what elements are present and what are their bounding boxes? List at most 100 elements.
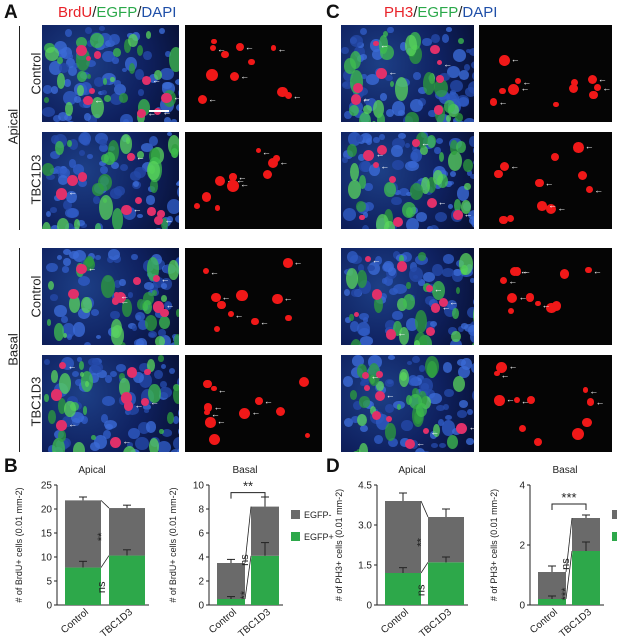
nucleus-cell <box>413 72 421 80</box>
marker-positive-cell <box>214 205 221 211</box>
arrow-icon: ← <box>234 310 244 321</box>
nucleus-cell <box>154 310 165 319</box>
legend-swatch <box>612 532 617 541</box>
egfp-cell <box>42 221 52 229</box>
nucleus-cell <box>427 393 442 404</box>
egfp-cell <box>86 73 91 79</box>
egfp-cell <box>402 294 416 311</box>
nucleus-cell <box>149 282 159 293</box>
marker-positive-cell <box>515 77 522 84</box>
nucleus-cell <box>115 364 126 372</box>
x-category-label: Control <box>379 607 411 636</box>
egfp-cell <box>136 151 145 159</box>
egfp-cell <box>90 96 104 119</box>
egfp-cell <box>128 63 136 75</box>
egfp-cell <box>458 37 464 44</box>
nucleus-cell <box>145 421 157 433</box>
nucleus-cell <box>44 358 51 365</box>
marker-positive-cell <box>494 370 500 376</box>
nucleus-cell <box>126 404 140 415</box>
arrow-icon: ← <box>508 360 518 371</box>
nucleus-cell <box>66 58 75 68</box>
panel-letter-b: B <box>4 456 18 477</box>
nucleus-cell <box>86 59 97 67</box>
nucleus-cell <box>387 438 398 448</box>
nucleus-cell <box>409 267 423 283</box>
significance-bracket <box>551 503 587 510</box>
marker-positive-cell <box>110 436 122 448</box>
nucleus-cell <box>425 320 436 333</box>
marker-positive-cell <box>230 72 240 82</box>
nucleus-cell <box>134 344 147 345</box>
arrow-icon: ← <box>236 175 246 186</box>
nucleus-cell <box>131 253 139 261</box>
arrow-icon: ← <box>594 184 604 195</box>
nucleus-cell <box>385 319 396 331</box>
marker-positive-cell <box>211 292 221 303</box>
nucleus-cell <box>88 115 98 122</box>
marker-positive-cell <box>268 157 279 168</box>
nucleus-cell <box>107 248 121 260</box>
marker-positive-cell <box>513 396 520 403</box>
arrow-icon: ← <box>94 94 104 105</box>
micrograph-image: ←←←←← <box>341 25 474 122</box>
nucleus-cell <box>392 311 403 320</box>
nucleus-cell <box>94 434 108 449</box>
egfp-cell <box>382 30 388 38</box>
nucleus-cell <box>177 446 179 452</box>
nucleus-cell <box>128 428 140 440</box>
egfp-cell <box>148 147 161 164</box>
egfp-cell <box>401 201 416 219</box>
nucleus-cell <box>78 132 91 145</box>
nucleus-cell <box>467 325 474 336</box>
nucleus-cell <box>93 196 100 204</box>
egfp-cell <box>390 80 395 87</box>
egfp-cell <box>445 115 452 122</box>
y-tick-label: 4 <box>519 481 525 492</box>
marker-positive-cell <box>506 292 518 304</box>
nucleus-cell <box>391 137 405 150</box>
nucleus-cell <box>83 113 91 121</box>
nucleus-cell <box>407 374 419 387</box>
nucleus-cell <box>120 164 129 172</box>
nucleus-cell <box>127 292 133 298</box>
nucleus-cell <box>417 278 426 286</box>
egfp-cell <box>104 151 115 166</box>
nucleus-cell <box>154 369 163 380</box>
nucleus-cell <box>434 211 447 223</box>
arrow-icon: ← <box>597 74 607 85</box>
nucleus-cell <box>143 282 154 290</box>
nucleus-cell <box>342 156 348 164</box>
egfp-cell <box>426 134 437 148</box>
arrow-icon: ← <box>87 262 97 273</box>
nucleus-cell <box>342 208 356 222</box>
nucleus-cell <box>463 117 474 122</box>
egfp-cell <box>107 140 119 163</box>
nucleus-cell <box>379 133 385 140</box>
nucleus-cell <box>160 380 167 388</box>
significance-label: *** <box>560 587 572 601</box>
egfp-cell <box>345 267 359 290</box>
arrow-icon: ← <box>134 399 144 410</box>
egfp-cell <box>399 369 409 387</box>
arrow-icon: ← <box>132 203 142 214</box>
nucleus-cell <box>144 409 150 413</box>
nucleus-cell <box>434 146 441 155</box>
nucleus-cell <box>391 196 402 206</box>
nucleus-cell <box>459 400 469 408</box>
nucleus-cell <box>412 146 418 152</box>
nucleus-cell <box>84 341 92 345</box>
egfp-cell <box>110 324 125 345</box>
marker-positive-cell <box>85 56 91 62</box>
nucleus-cell <box>78 150 86 157</box>
egfp-cell <box>447 434 459 449</box>
nucleus-cell <box>465 48 471 53</box>
arrow-icon: ← <box>519 266 529 277</box>
nucleus-cell <box>472 71 474 81</box>
arrow-icon: ← <box>510 54 520 65</box>
egfp-cell <box>420 145 429 156</box>
nucleus-cell <box>114 84 126 96</box>
egfp-cell <box>343 57 357 74</box>
marker-positive-cell <box>93 51 102 59</box>
marker-positive-cell <box>203 379 212 389</box>
